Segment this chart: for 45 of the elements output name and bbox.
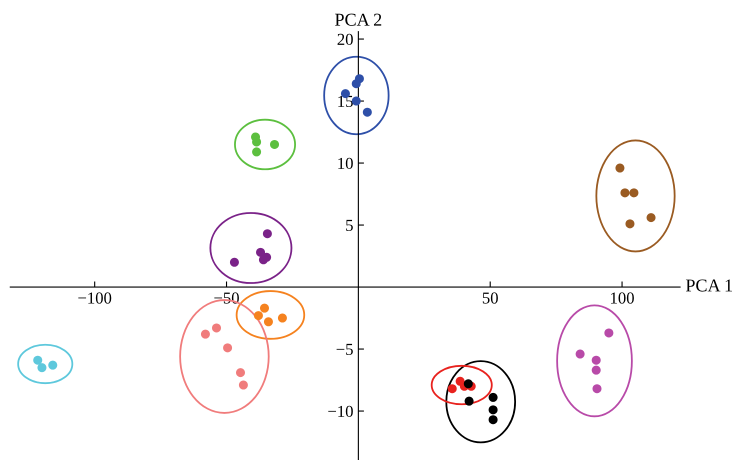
point bbox=[576, 350, 585, 359]
point bbox=[256, 248, 266, 257]
point bbox=[488, 415, 498, 424]
y-axis-title: PCA 2 bbox=[335, 14, 382, 26]
point bbox=[238, 380, 248, 390]
y-tick-label: 20 bbox=[338, 34, 353, 46]
y-tick-label: −5 bbox=[336, 344, 353, 356]
point bbox=[236, 368, 245, 378]
point bbox=[464, 379, 473, 388]
point bbox=[252, 147, 262, 156]
point bbox=[592, 366, 601, 375]
y-tick-label: −10 bbox=[328, 406, 353, 418]
point bbox=[592, 384, 602, 394]
point bbox=[488, 405, 498, 414]
x-axis-title: PCA 1 bbox=[686, 279, 732, 292]
point bbox=[33, 356, 42, 365]
point bbox=[362, 108, 372, 117]
point bbox=[620, 188, 630, 198]
point bbox=[37, 363, 46, 372]
point bbox=[270, 140, 280, 149]
point bbox=[646, 213, 656, 222]
x-tick-label: 50 bbox=[482, 292, 498, 304]
point bbox=[260, 304, 269, 313]
point bbox=[223, 343, 232, 352]
point bbox=[354, 74, 364, 84]
point bbox=[254, 311, 263, 320]
point bbox=[264, 317, 273, 326]
point bbox=[278, 314, 287, 323]
point bbox=[488, 392, 498, 402]
point bbox=[615, 164, 624, 173]
point bbox=[464, 396, 474, 406]
y-tick-label: 10 bbox=[338, 158, 353, 170]
point bbox=[592, 356, 601, 365]
point bbox=[200, 330, 210, 339]
point bbox=[625, 219, 634, 228]
point bbox=[604, 328, 614, 338]
x-tick-label: 100 bbox=[611, 292, 634, 304]
y-tick-label: 5 bbox=[346, 220, 353, 232]
point bbox=[212, 323, 222, 332]
point bbox=[262, 229, 272, 238]
point bbox=[448, 384, 457, 394]
x-tick-label: −100 bbox=[78, 292, 112, 304]
point bbox=[629, 188, 638, 198]
point bbox=[48, 360, 58, 370]
point bbox=[230, 258, 239, 267]
